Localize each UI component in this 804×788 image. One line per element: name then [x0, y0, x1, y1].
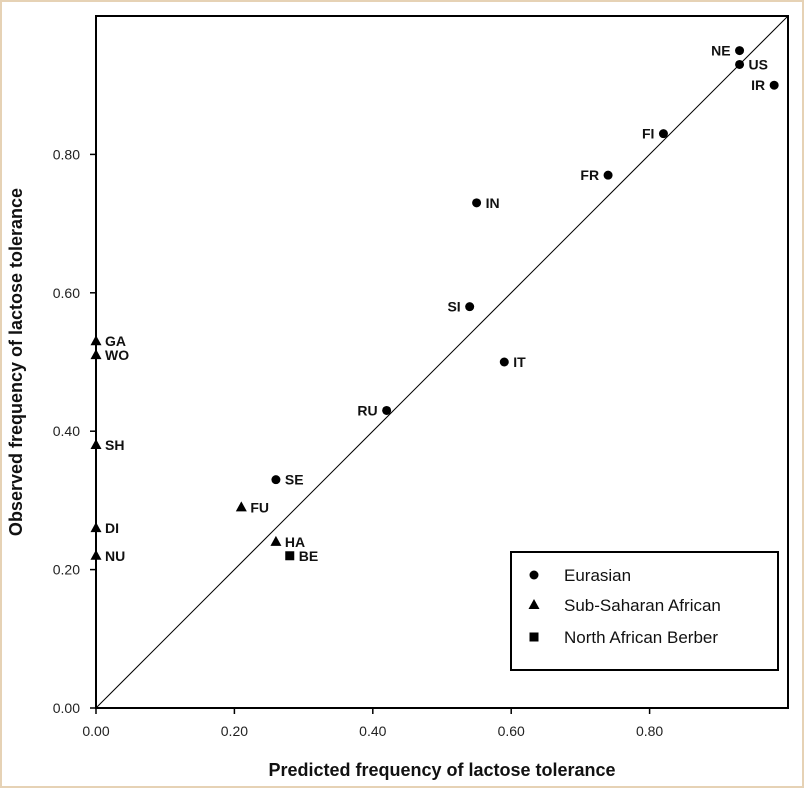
- legend-triangle-icon: [528, 599, 540, 609]
- point-circle: [735, 59, 745, 69]
- y-tick-label: 0.60: [53, 285, 80, 301]
- point-label: SH: [105, 437, 124, 453]
- x-axis-title: Predicted frequency of lactose tolerance: [268, 760, 615, 780]
- point-label: IT: [513, 354, 526, 370]
- point-circle: [499, 357, 509, 367]
- point-circle: [382, 405, 392, 415]
- point-label: FI: [642, 126, 654, 142]
- y-tick-label: 0.80: [53, 146, 80, 162]
- y-axis-title: Observed frequency of lactose tolerance: [6, 188, 26, 536]
- point-circle: [769, 80, 779, 90]
- point-circle: [465, 302, 475, 312]
- point-label: RU: [357, 402, 377, 418]
- y-tick-label: 0.40: [53, 423, 80, 439]
- point-label: FR: [580, 167, 599, 183]
- point-label: BE: [299, 548, 318, 564]
- legend: Eurasian Sub-Saharan African North Afric…: [510, 551, 779, 671]
- point-triangle: [270, 535, 282, 546]
- point-label: DI: [105, 520, 119, 536]
- point-label: SI: [447, 299, 460, 315]
- legend-label-eurasian: Eurasian: [564, 566, 631, 585]
- x-tick-label: 0.60: [498, 723, 525, 739]
- x-tick-label: 0.40: [359, 723, 386, 739]
- legend-label-berber: North African Berber: [564, 628, 718, 647]
- point-label: HA: [285, 534, 305, 550]
- y-tick-label: 0.20: [53, 562, 80, 578]
- x-tick-label: 0.80: [636, 723, 663, 739]
- point-label: IR: [751, 77, 765, 93]
- point-label: WO: [105, 347, 129, 363]
- point-label: IN: [486, 195, 500, 211]
- legend-label-sub-saharan: Sub-Saharan African: [564, 596, 721, 615]
- point-label: SE: [285, 472, 304, 488]
- point-label: NE: [711, 43, 730, 59]
- point-label: FU: [250, 499, 269, 515]
- point-label: NU: [105, 548, 125, 564]
- point-triangle: [90, 549, 102, 560]
- axis-ticks: 0.00 0.20 0.40 0.60 0.80 0.00 0.20 0.40 0.60 0.80: [53, 146, 664, 739]
- x-tick-label: 0.00: [82, 723, 109, 739]
- y-tick-label: 0.00: [53, 700, 80, 716]
- plot-area: [95, 15, 789, 709]
- point-triangle: [235, 501, 247, 512]
- legend-box: [510, 551, 779, 671]
- x-tick-label: 0.20: [221, 723, 248, 739]
- point-circle: [271, 475, 281, 485]
- point-circle: [735, 46, 745, 56]
- point-triangle: [90, 335, 102, 346]
- point-circle: [658, 129, 668, 139]
- point-circle: [603, 170, 613, 180]
- point-circle: [472, 198, 482, 208]
- legend-square-icon: [529, 632, 539, 642]
- point-triangle: [90, 439, 102, 450]
- point-triangle: [90, 522, 102, 533]
- point-triangle: [90, 349, 102, 360]
- point-label: US: [749, 56, 768, 72]
- reference-line: [95, 15, 789, 709]
- point-square: [285, 551, 295, 561]
- legend-circle-icon: [529, 570, 539, 580]
- point-label: GA: [105, 333, 126, 349]
